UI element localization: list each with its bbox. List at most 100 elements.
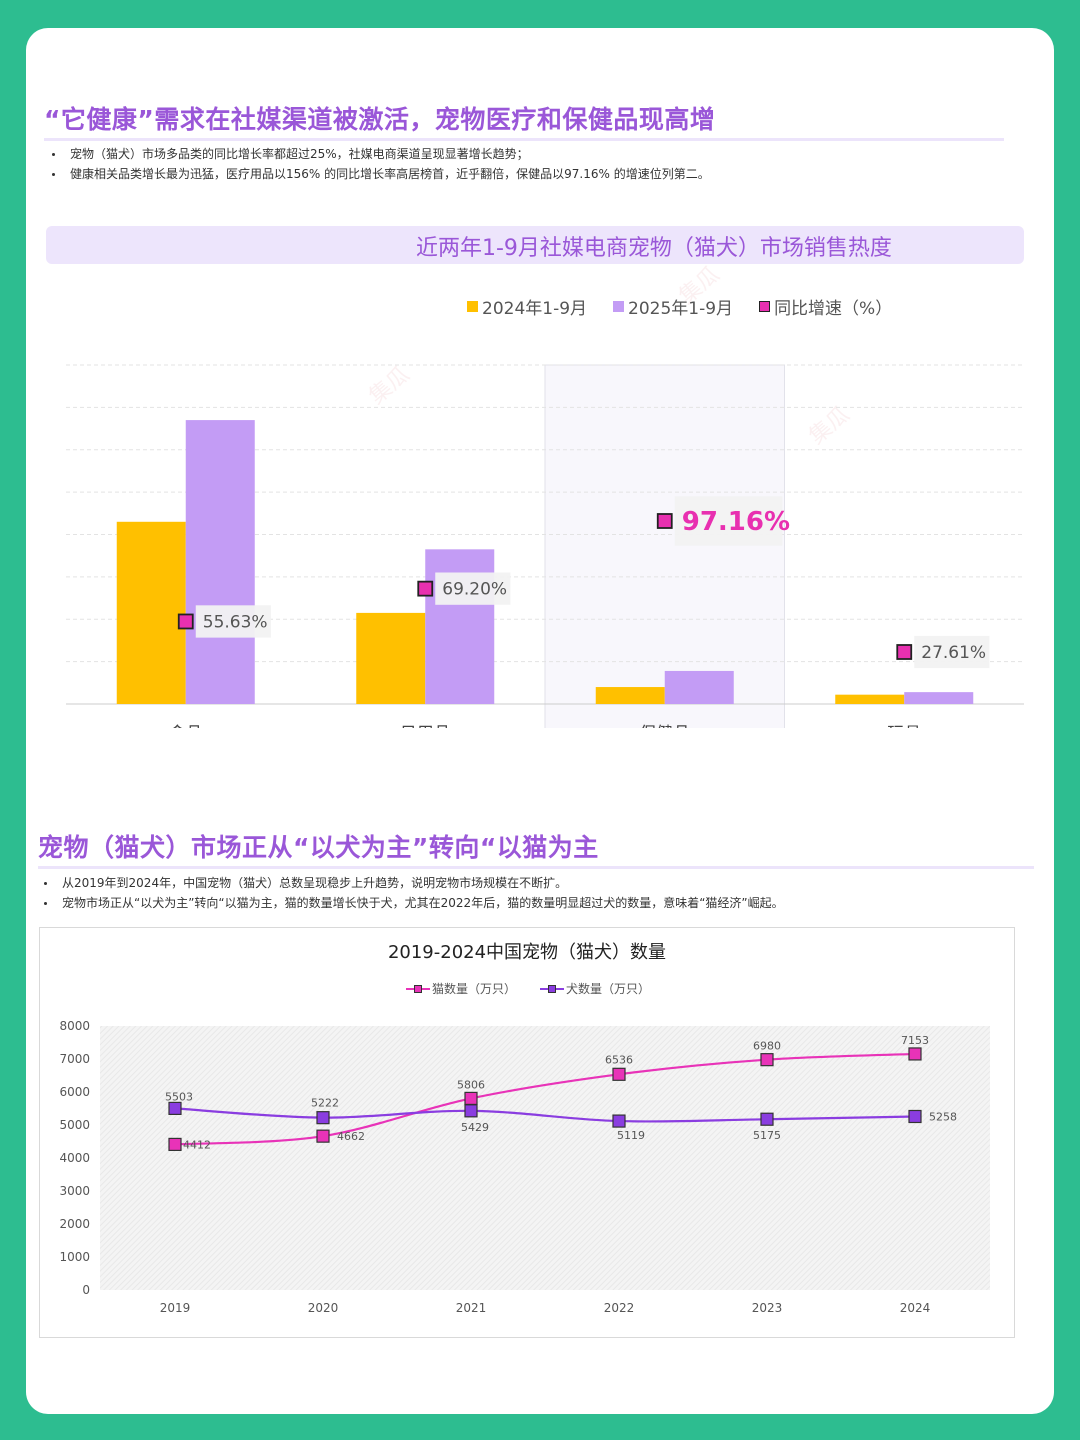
line-chart: 0 1000 2000 3000 4000 5000 6000 7000 8000 2019 202… xyxy=(59,1019,990,1315)
legend-label-2024: 2024年1-9月 xyxy=(482,299,588,319)
highlight-band xyxy=(544,364,785,728)
legend-swatch-2024 xyxy=(467,301,478,312)
point-marker-cat xyxy=(760,1053,774,1067)
x-tick-label: 食品 xyxy=(169,724,203,728)
y-tick-label: 4000 xyxy=(59,1151,90,1165)
bar-2025 xyxy=(185,420,255,704)
point-marker-dog xyxy=(464,1104,478,1118)
legend-label-cat: 猫数量（万只） xyxy=(432,982,517,996)
data-label-dog: 5175 xyxy=(753,1129,781,1142)
x-tick-label: 2022 xyxy=(604,1301,635,1315)
series-line-cat xyxy=(174,1052,916,1146)
plot-area xyxy=(100,1026,990,1290)
x-tick-label: 日用品 xyxy=(400,724,451,728)
report-card: 集瓜 集瓜 集瓜 “它健康”需求在社媒渠道被激活，宠物医疗和保健品现高增 宠物（… xyxy=(26,28,1054,1414)
x-tick-label: 2023 xyxy=(752,1301,783,1315)
legend-swatch-cat xyxy=(406,984,430,994)
bar-chart-title-banner: 近两年1-9月社媒电商宠物（猫犬）市场销售热度 xyxy=(46,226,1024,264)
y-tick-label: 6000 xyxy=(59,1085,90,1099)
bar-2025 xyxy=(904,692,974,704)
bar-2025 xyxy=(664,670,734,704)
legend-swatch-dog xyxy=(540,984,565,994)
y-tick-label: 0 xyxy=(82,1283,90,1297)
point-marker-dog xyxy=(612,1114,626,1128)
growth-marker xyxy=(656,513,673,529)
bar-2024 xyxy=(835,694,905,704)
x-tick-label: 2021 xyxy=(456,1301,487,1315)
growth-label: 97.16% xyxy=(682,507,790,537)
growth-marker xyxy=(896,644,913,660)
bullet-item: 健康相关品类增长最为迅猛，医疗用品以156% 的同比增长率高居榜首，近乎翻倍，保… xyxy=(48,164,710,184)
point-marker-cat xyxy=(316,1129,330,1143)
bar-chart-legend: 2024年1-9月 2025年1-9月 同比增速（%） xyxy=(467,294,918,319)
legend-item-2024: 2024年1-9月 xyxy=(467,294,587,319)
legend-item-2025: 2025年1-9月 xyxy=(613,294,733,319)
y-tick-label: 1000 xyxy=(59,1250,90,1264)
point-marker-dog xyxy=(908,1109,922,1124)
bar-2024 xyxy=(356,612,426,704)
legend-swatch-2025 xyxy=(613,301,625,312)
legend-item-growth: 同比增速（%） xyxy=(759,294,892,319)
section1-title: “它健康”需求在社媒渠道被激活，宠物医疗和保健品现高增 xyxy=(44,105,716,134)
growth-label-bg xyxy=(674,496,783,546)
growth-marker xyxy=(177,613,194,630)
x-tick-label: 保健品 xyxy=(639,724,690,728)
data-label-cat: 4412 xyxy=(183,1138,211,1151)
growth-label: 55.63% xyxy=(203,612,268,632)
bullet-item: 宠物（猫犬）市场多品类的同比增长率都超过25%，社媒电商渠道呈现显著增长趋势； xyxy=(48,144,710,164)
x-tick-label: 2020 xyxy=(308,1301,339,1315)
data-label-cat: 4662 xyxy=(337,1130,365,1143)
legend-item-dog: 犬数量（万只） xyxy=(540,980,650,997)
data-label-dog: 5503 xyxy=(165,1090,193,1103)
point-marker-cat xyxy=(168,1137,182,1152)
growth-label: 27.61% xyxy=(921,643,986,663)
point-marker-cat xyxy=(464,1091,478,1106)
x-tick-label: 2019 xyxy=(160,1301,191,1315)
legend-item-cat: 猫数量（万只） xyxy=(406,980,516,997)
section2-bullets: 从2019年到2024年，中国宠物（猫犬）总数呈现稳步上升趋势，说明宠物市场规模… xyxy=(40,873,784,913)
section1-bullets: 宠物（猫犬）市场多品类的同比增长率都超过25%，社媒电商渠道呈现显著增长趋势； … xyxy=(48,144,710,184)
y-tick-label: 7000 xyxy=(59,1052,90,1066)
data-label-cat: 6980 xyxy=(753,1040,781,1053)
x-tick-label: 2024 xyxy=(900,1301,931,1315)
x-tick-label: 玩具 xyxy=(887,724,921,728)
data-label-cat: 6536 xyxy=(605,1053,633,1066)
point-marker-dog xyxy=(760,1112,774,1126)
y-tick-label: 3000 xyxy=(59,1184,90,1198)
bar-chart-title: 近两年1-9月社媒电商宠物（猫犬）市场销售热度 xyxy=(416,236,892,261)
legend-label-growth: 同比增速（%） xyxy=(774,299,893,319)
data-label-cat: 7153 xyxy=(901,1034,929,1047)
bullet-item: 宠物市场正从“以犬为主”转向“以猫为主，猫的数量增长快于犬，尤其在2022年后，… xyxy=(40,893,784,913)
point-marker-cat xyxy=(908,1047,922,1061)
section2-title-rule xyxy=(38,866,1034,869)
bar-2024 xyxy=(595,687,665,704)
legend-label-2025: 2025年1-9月 xyxy=(628,299,734,319)
growth-label-bg xyxy=(195,605,271,638)
section1-title-rule xyxy=(44,138,1004,141)
point-marker-dog xyxy=(316,1111,330,1125)
legend-label-dog: 犬数量（万只） xyxy=(566,982,651,996)
data-label-dog: 5119 xyxy=(617,1129,645,1142)
growth-label-bg xyxy=(435,572,511,605)
growth-label: 69.20% xyxy=(442,580,507,600)
data-label-cat: 5806 xyxy=(457,1078,485,1091)
bar-chart: 食品 55.63% 日用品 69.20% 保健品 97.16% 玩具 27.61% xyxy=(66,364,1024,728)
point-marker-cat xyxy=(612,1067,626,1081)
line-chart-legend: 猫数量（万只） 犬数量（万只） xyxy=(406,980,674,997)
data-label-dog: 5222 xyxy=(311,1097,339,1110)
line-chart-panel: 2019-2024中国宠物（猫犬）数量 猫数量（万只） 犬数量（万只） 0 100… xyxy=(39,927,1015,1338)
y-tick-label: 8000 xyxy=(59,1019,90,1033)
y-tick-label: 2000 xyxy=(59,1217,90,1231)
growth-label-bg xyxy=(914,635,990,669)
section2-title: 宠物（猫犬）市场正从“以犬为主”转向“以猫为主 xyxy=(38,833,599,862)
bar-2024 xyxy=(116,521,186,704)
y-tick-label: 5000 xyxy=(59,1118,90,1132)
line-chart-title: 2019-2024中国宠物（猫犬）数量 xyxy=(387,942,667,963)
series-line-dog xyxy=(174,1107,916,1123)
data-label-dog: 5258 xyxy=(929,1110,957,1123)
data-label-dog: 5429 xyxy=(461,1121,489,1134)
legend-swatch-growth xyxy=(759,301,771,312)
point-marker-dog xyxy=(168,1101,182,1116)
growth-marker xyxy=(417,580,434,597)
bullet-item: 从2019年到2024年，中国宠物（猫犬）总数呈现稳步上升趋势，说明宠物市场规模… xyxy=(40,873,784,893)
